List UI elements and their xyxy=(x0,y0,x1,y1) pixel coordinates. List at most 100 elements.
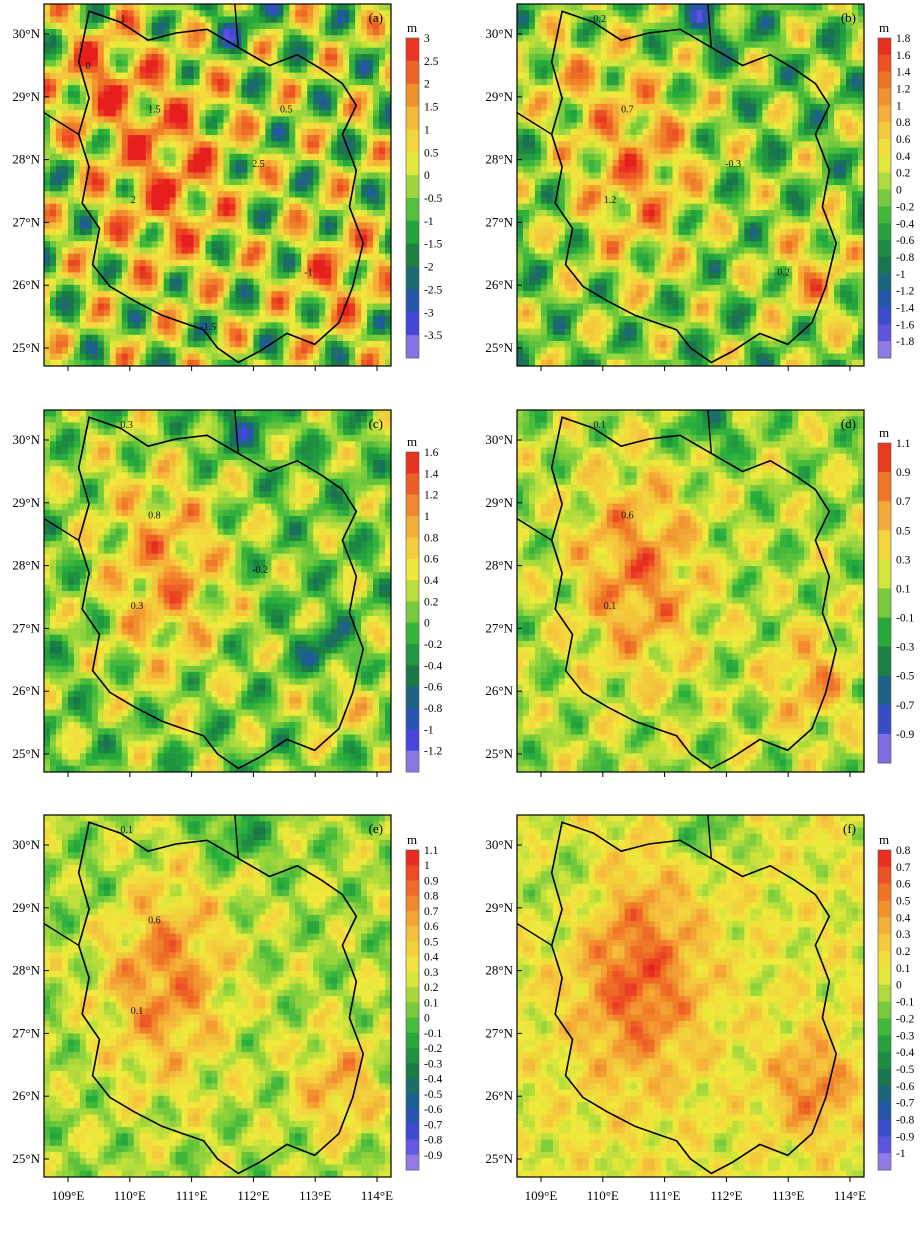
panel-c: 0.30.80.3-0.2(c)30°N29°N28°N27°N26°N25°N… xyxy=(12,410,442,777)
colorbar-tick-label: -1.2 xyxy=(896,286,914,298)
colorbar: m0.80.70.60.50.40.30.20.10-0.1-0.2-0.3-0… xyxy=(878,832,914,1170)
colorbar-tick-label: -3 xyxy=(424,307,434,319)
colorbar-tick-label: 0 xyxy=(896,185,902,197)
colorbar-tick-label: -0.5 xyxy=(424,1089,442,1101)
colorbar-segment xyxy=(878,1136,891,1153)
colorbar-segment xyxy=(406,687,419,709)
x-tick-label: 113°E xyxy=(299,1188,331,1203)
colorbar-segment xyxy=(406,335,419,358)
colorbar-tick-label: -0.3 xyxy=(896,1030,914,1042)
colorbar-unit: m xyxy=(879,20,889,35)
contour-label: 2 xyxy=(131,195,136,206)
y-tick-label: 26°N xyxy=(485,683,513,698)
colorbar-segment xyxy=(406,580,419,602)
colorbar-tick-label: 0.6 xyxy=(424,921,439,933)
y-tick-label: 25°N xyxy=(12,746,40,761)
y-tick-label: 26°N xyxy=(485,1088,513,1103)
colorbar-tick-label: -0.8 xyxy=(896,252,914,264)
y-tick-label: 28°N xyxy=(12,152,40,167)
y-tick-label: 28°N xyxy=(485,152,513,167)
colorbar-tick-label: 0.2 xyxy=(424,596,439,608)
colorbar-tick-label: 1.4 xyxy=(424,468,439,480)
colorbar-segment xyxy=(406,865,419,881)
y-tick-label: 26°N xyxy=(12,277,40,292)
colorbar-tick-label: -0.4 xyxy=(424,660,442,672)
colorbar-segment xyxy=(406,495,419,517)
colorbar-tick-label: -0.3 xyxy=(424,1058,442,1070)
y-tick-label: 27°N xyxy=(485,214,513,229)
colorbar-tick-label: 0.9 xyxy=(896,467,911,479)
colorbar-segment xyxy=(406,516,419,538)
colorbar-segment xyxy=(406,152,419,175)
colorbar-segment xyxy=(878,206,891,223)
colorbar-segment xyxy=(406,850,419,866)
colorbar-tick-label: -0.6 xyxy=(896,235,914,247)
colorbar-segment xyxy=(406,38,419,61)
colorbar-tick-label: -0.2 xyxy=(896,201,914,213)
y-tick-label: 26°N xyxy=(485,277,513,292)
colorbar-segment xyxy=(406,880,419,896)
colorbar-tick-label: -0.8 xyxy=(424,703,442,715)
colorbar-tick-label: -2.5 xyxy=(424,284,442,296)
x-tick-label: 111°E xyxy=(649,1188,681,1203)
colorbar-tick-label: 1.1 xyxy=(424,845,439,857)
colorbar-unit: m xyxy=(407,434,417,449)
colorbar-segment xyxy=(878,173,891,190)
colorbar-segment xyxy=(406,644,419,666)
y-tick-label: 30°N xyxy=(485,26,513,41)
colorbar-tick-label: 0.3 xyxy=(424,967,439,979)
colorbar-segment xyxy=(878,190,891,207)
colorbar-tick-label: -0.5 xyxy=(424,193,442,205)
colorbar-tick-label: -1.6 xyxy=(896,319,914,331)
colorbar-tick-label: -0.2 xyxy=(424,639,442,651)
colorbar-segment xyxy=(406,729,419,751)
colorbar-segment xyxy=(406,452,419,474)
colorbar-tick-label: 0.2 xyxy=(896,946,911,958)
colorbar-tick-label: 1.1 xyxy=(896,438,911,450)
colorbar-tick-label: -0.1 xyxy=(896,997,914,1009)
map-field xyxy=(517,815,865,1178)
colorbar-segment xyxy=(406,1048,419,1064)
colorbar-tick-label: 1.5 xyxy=(424,102,439,114)
colorbar-tick-label: 0.1 xyxy=(896,963,911,975)
contour-label: 0.2 xyxy=(593,14,606,25)
colorbar-tick-label: 1.6 xyxy=(896,50,911,62)
colorbar-segment xyxy=(406,911,419,927)
contour-label: 0.1 xyxy=(131,1006,144,1017)
colorbar-segment xyxy=(878,1035,891,1052)
x-tick-label: 114°E xyxy=(361,1188,393,1203)
colorbar-tick-label: 0.3 xyxy=(896,554,911,566)
colorbar-segment xyxy=(406,896,419,912)
panel-a: 11.522.5-1-1.500.5(a)30°N29°N28°N27°N26°… xyxy=(12,4,442,371)
colorbar-segment xyxy=(878,472,891,501)
colorbar-tick-label: 0.7 xyxy=(896,862,911,874)
colorbar-tick-label: 1.8 xyxy=(896,33,911,45)
colorbar-tick-label: -0.8 xyxy=(424,1135,442,1147)
colorbar-tick-label: -0.7 xyxy=(896,700,914,712)
colorbar-tick-label: 0.9 xyxy=(424,875,439,887)
colorbar-tick-label: 0.2 xyxy=(896,168,911,180)
colorbar-segment xyxy=(878,647,891,676)
colorbar-tick-label: 0 xyxy=(424,170,430,182)
colorbar-tick-label: -0.1 xyxy=(424,1028,442,1040)
colorbar-segment xyxy=(878,985,891,1002)
contour-label: 1.5 xyxy=(148,105,161,116)
y-tick-label: 30°N xyxy=(485,432,513,447)
colorbar-segment xyxy=(878,291,891,308)
y-tick-label: 28°N xyxy=(12,963,40,978)
colorbar: m1.81.61.41.210.80.60.40.20-0.2-0.4-0.6-… xyxy=(878,20,914,358)
y-tick-label: 30°N xyxy=(485,837,513,852)
colorbar-tick-label: -3.5 xyxy=(424,330,442,342)
map-field xyxy=(44,4,392,367)
map-field xyxy=(517,410,865,773)
colorbar-segment xyxy=(878,1119,891,1136)
colorbar-tick-label: 1 xyxy=(424,511,430,523)
panel-b: 0.20.71.2-0.30.2(b)30°N29°N28°N27°N26°N2… xyxy=(485,4,914,371)
contour-label: 0.1 xyxy=(604,601,617,612)
colorbar-tick-label: 0.7 xyxy=(896,496,911,508)
colorbar-segment xyxy=(406,1002,419,1018)
contour-label: 0.2 xyxy=(777,268,790,279)
colorbar-tick-label: 0.1 xyxy=(424,997,439,1009)
colorbar-tick-label: -0.4 xyxy=(896,218,914,230)
